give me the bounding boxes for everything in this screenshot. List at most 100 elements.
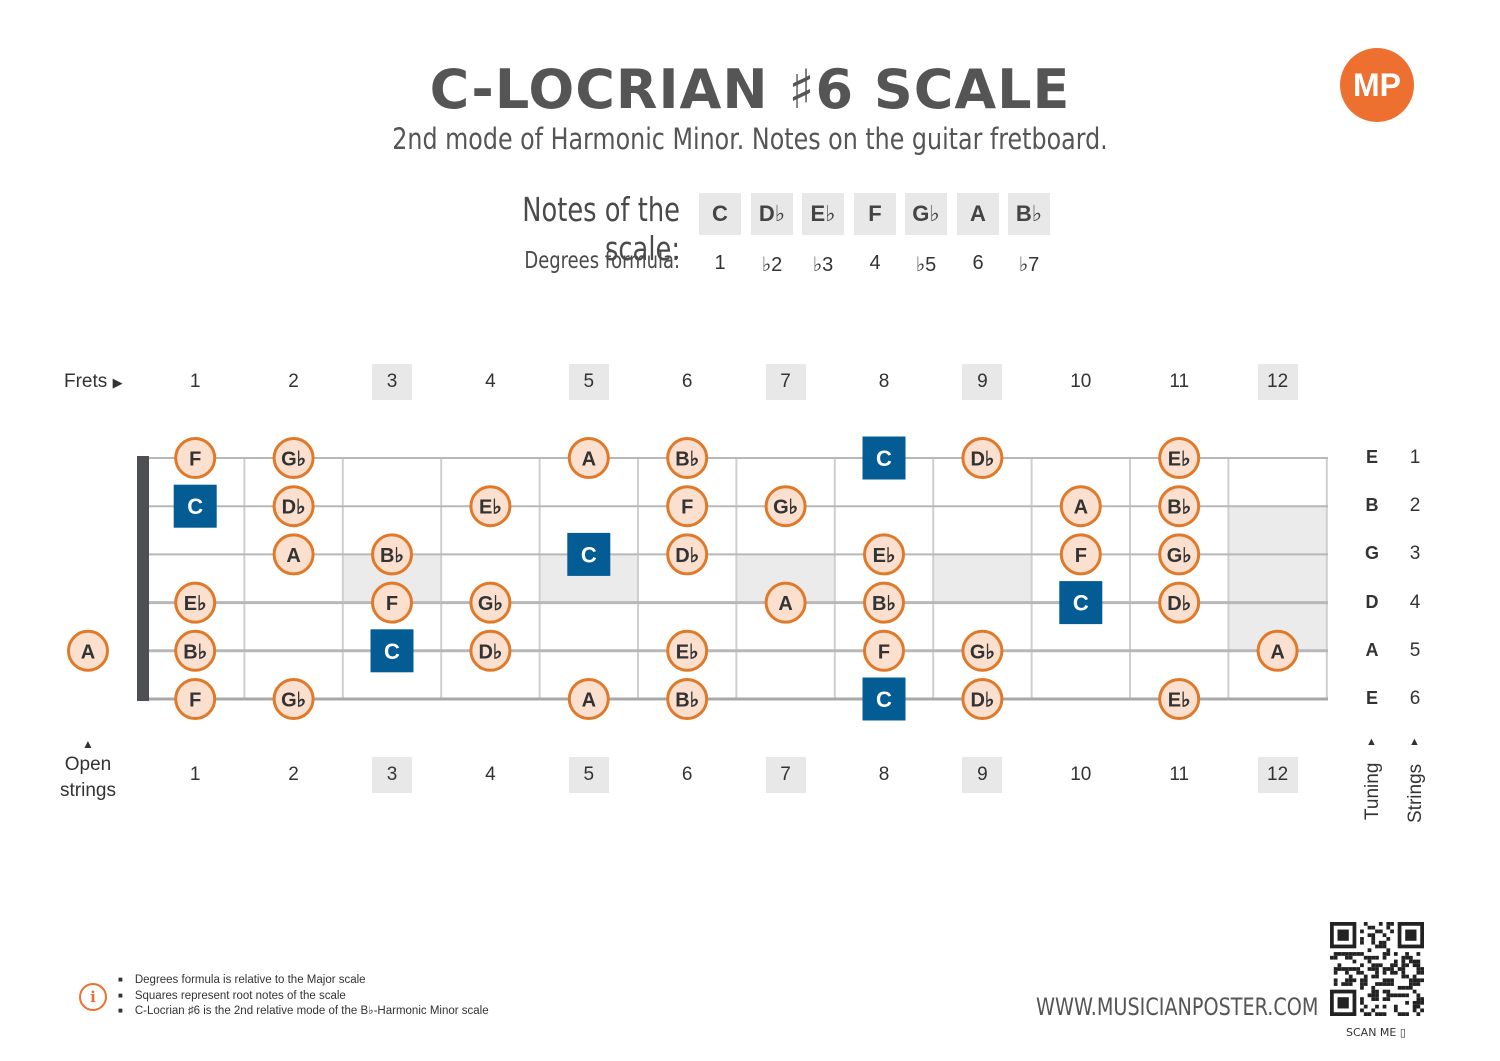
string-number: 6: [1409, 688, 1421, 709]
string-tuning: E: [1365, 688, 1378, 708]
scale-degree: 6: [972, 252, 984, 274]
root-note-square: [1059, 581, 1103, 625]
string-tuning: A: [1365, 639, 1379, 660]
fret-number: 4: [485, 371, 496, 392]
note-label: C: [384, 639, 400, 664]
string-number: 1: [1409, 447, 1421, 468]
note-circle: [666, 533, 709, 576]
note-label: C: [187, 494, 203, 519]
strings-label: Strings: [1405, 763, 1426, 823]
fret-number: 5: [568, 364, 609, 400]
note-label: B♭: [675, 449, 699, 471]
note-circle: [272, 678, 315, 720]
scale-degree: ♭7: [1018, 254, 1040, 276]
fret-number: 9: [962, 757, 1003, 793]
scale-degree: ♭2: [761, 254, 783, 276]
note-circle: [272, 485, 315, 528]
note-circle: [371, 581, 413, 624]
fret-number: 8: [878, 764, 890, 785]
note-label: D♭: [970, 690, 994, 712]
note-label: G♭: [281, 449, 306, 471]
note-label: D♭: [970, 449, 994, 471]
root-note-square: [370, 629, 414, 673]
fret-number: 2: [288, 764, 299, 785]
note-circle: [174, 678, 217, 720]
fret-number: 1: [189, 371, 201, 392]
note-circle: [67, 629, 109, 672]
note-label: D♭: [675, 545, 699, 567]
footer-note: Squares represent root notes of the scal…: [118, 989, 489, 1005]
info-icon: i: [79, 983, 107, 1011]
string-number: 3: [1409, 543, 1421, 565]
brand-logo[interactable]: MP: [1340, 48, 1414, 122]
degrees-label: Degrees formula:: [524, 248, 680, 274]
fret-number: 12: [1257, 757, 1298, 793]
note-circle: [863, 629, 905, 672]
triangle-up-icon: ▲: [82, 737, 94, 751]
note-label: C: [876, 446, 892, 471]
note-label: G♭: [1167, 545, 1192, 567]
note-circle: [764, 485, 807, 528]
note-label: D♭: [282, 497, 306, 519]
website-link[interactable]: WWW.MUSICIANPOSTER.COM: [1036, 993, 1319, 1021]
note-label: C: [581, 542, 597, 567]
note-label: F: [681, 497, 693, 519]
note-circle: [272, 533, 315, 576]
note-label: D♭: [478, 641, 502, 663]
scale-degree: 1: [714, 252, 726, 274]
scale-degree: ♭3: [812, 254, 834, 276]
note-circle: [469, 485, 512, 528]
triangle-up-icon: ▲: [1366, 736, 1377, 748]
note-circle: [961, 678, 1004, 720]
page-subtitle: 2nd mode of Harmonic Minor. Notes on the…: [392, 122, 1108, 156]
scale-degree: 4: [869, 252, 881, 274]
note-label: A: [582, 449, 596, 471]
note-circle: [567, 678, 610, 720]
fret-number: 7: [765, 757, 806, 793]
frets-label: Frets ▶: [64, 371, 123, 392]
fret-number: 11: [1169, 764, 1190, 785]
note-circle: [567, 437, 610, 479]
scan-me-label: SCAN ME ▯: [1346, 1026, 1406, 1039]
note-circle: [1158, 533, 1201, 576]
note-label: E♭: [1168, 449, 1191, 471]
note-label: A: [286, 545, 300, 567]
scale-note: F: [854, 193, 896, 235]
note-label: E♭: [1168, 690, 1191, 712]
root-note-square: [862, 436, 906, 480]
root-note-square: [567, 532, 611, 576]
scale-degree: ♭5: [915, 254, 937, 276]
tuning-label: Tuning: [1362, 762, 1383, 820]
string-number: 5: [1409, 639, 1421, 661]
note-circle: [272, 437, 315, 479]
string-number: 4: [1409, 591, 1421, 613]
note-label: A: [1270, 641, 1284, 663]
note-circle: [1158, 437, 1201, 479]
note-label: C: [1073, 591, 1089, 616]
note-label: F: [189, 690, 201, 712]
note-label: A: [1074, 497, 1088, 519]
note-label: F: [386, 593, 398, 615]
scale-note: C: [699, 193, 741, 235]
fret-inlay: [1228, 506, 1327, 651]
note-label: B♭: [380, 545, 404, 567]
string-tuning: E: [1365, 447, 1378, 467]
note-label: E♭: [873, 545, 896, 567]
note-label: A: [81, 641, 95, 663]
fret-number: 5: [568, 757, 609, 793]
note-label: F: [1075, 545, 1087, 567]
fret-number: 8: [878, 371, 890, 392]
fret-number: 4: [485, 764, 496, 785]
scale-note: A: [957, 193, 999, 235]
note-circle: [666, 485, 709, 528]
footer-note: Degrees formula is relative to the Major…: [118, 973, 489, 989]
fret-number: 12: [1257, 364, 1298, 400]
triangle-up-icon: ▲: [1409, 736, 1420, 748]
note-circle: [961, 437, 1004, 479]
note-circle: [863, 533, 905, 576]
qr-code[interactable]: [1330, 922, 1424, 1016]
nut: [137, 456, 149, 701]
note-circle: [1059, 485, 1102, 528]
fret-inlay: [933, 554, 1032, 603]
